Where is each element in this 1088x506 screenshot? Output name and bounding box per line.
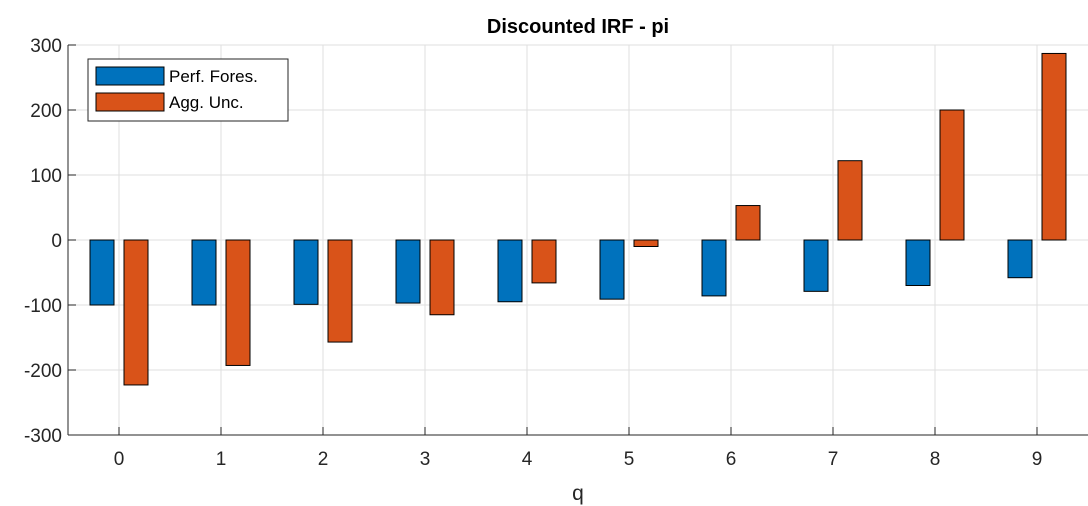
x-tick-label: 7 — [828, 449, 839, 470]
bar-perf-fores-3 — [395, 239, 421, 304]
bar-perf-fores-8 — [905, 239, 931, 286]
y-tick-label: 300 — [30, 36, 62, 57]
bars — [89, 52, 1067, 386]
bar-agg-unc-6 — [735, 205, 761, 241]
bar-agg-unc-7 — [837, 160, 863, 241]
x-tick-label: 1 — [216, 449, 227, 470]
x-tick-label: 0 — [114, 449, 125, 470]
bar-agg-unc-4 — [531, 239, 557, 284]
bar-agg-unc-0 — [123, 239, 149, 386]
y-tick-label: 100 — [30, 166, 62, 187]
bar-agg-unc-3 — [429, 239, 455, 316]
legend-label: Perf. Fores. — [169, 67, 258, 86]
legend-label: Agg. Unc. — [169, 93, 244, 112]
bar-perf-fores-5 — [599, 239, 625, 300]
y-tick-label: -200 — [24, 361, 62, 382]
legend: Perf. Fores. Agg. Unc. — [87, 58, 289, 122]
y-tick-label: 0 — [51, 231, 62, 252]
bar-agg-unc-5 — [633, 239, 659, 247]
chart-title: Discounted IRF - pi — [487, 16, 669, 38]
x-tick-label: 5 — [624, 449, 635, 470]
bar-perf-fores-0 — [89, 239, 115, 306]
bar-perf-fores-4 — [497, 239, 523, 303]
x-tick-label: 3 — [420, 449, 431, 470]
legend-swatch — [95, 92, 165, 112]
bar-perf-fores-6 — [701, 239, 727, 297]
x-tick-label: 2 — [318, 449, 329, 470]
y-tick-label: -300 — [24, 426, 62, 447]
y-tick-labels: -300 -200 -100 0 100 200 300 — [24, 36, 62, 447]
x-tick-label: 4 — [522, 449, 533, 470]
bar-agg-unc-2 — [327, 239, 353, 343]
x-tick-label: 9 — [1032, 449, 1043, 470]
bar-agg-unc-9 — [1041, 52, 1067, 241]
x-tick-labels: 0 1 2 3 4 5 6 7 8 9 — [114, 449, 1043, 470]
bar-perf-fores-2 — [293, 239, 319, 305]
y-tick-label: -100 — [24, 296, 62, 317]
y-tick-label: 200 — [30, 101, 62, 122]
bar-perf-fores-9 — [1007, 239, 1033, 279]
bar-perf-fores-7 — [803, 239, 829, 292]
bar-perf-fores-1 — [191, 239, 217, 306]
legend-swatch — [95, 66, 165, 86]
bar-agg-unc-1 — [225, 239, 251, 366]
x-axis-label: q — [572, 482, 584, 505]
x-tick-label: 8 — [930, 449, 941, 470]
x-tick-label: 6 — [726, 449, 737, 470]
bar-agg-unc-8 — [939, 109, 965, 241]
axes — [67, 44, 1088, 436]
